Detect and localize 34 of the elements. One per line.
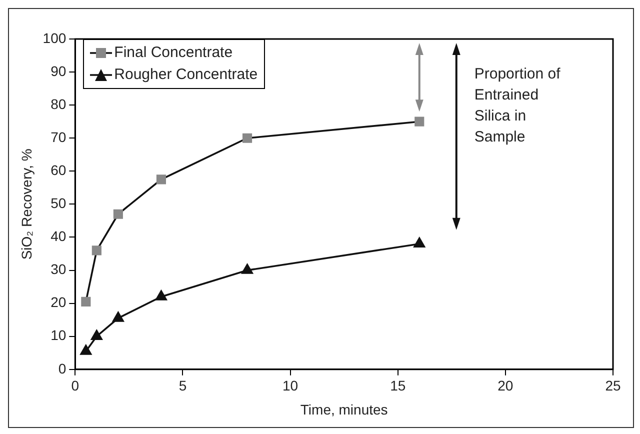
point — [414, 116, 424, 126]
x-tick-label: 25 — [605, 378, 621, 394]
point — [81, 296, 91, 306]
point — [92, 246, 102, 256]
point — [112, 312, 124, 322]
annotation: Proportion of Entrained Silica in Sample — [474, 66, 562, 146]
y-tick-label: 30 — [50, 261, 66, 278]
y-tick-label: 0 — [58, 360, 66, 376]
legend-label: Final Concentrate — [114, 43, 233, 63]
y-tick-label: 70 — [50, 128, 66, 145]
y-tick-label: 60 — [50, 162, 66, 178]
y-tick-label: 90 — [50, 62, 66, 79]
y-tick-label: 50 — [50, 195, 66, 212]
y-axis-title: SiO₂ Recovery, % — [18, 148, 34, 260]
y-tick-label: 100 — [42, 30, 66, 46]
point — [91, 330, 102, 340]
point — [156, 290, 167, 300]
y-tick-label: 10 — [50, 327, 66, 344]
point — [80, 344, 92, 355]
x-tick-label: 0 — [71, 378, 80, 394]
y-tick-label: 40 — [50, 228, 66, 244]
point — [113, 209, 123, 219]
point — [414, 237, 426, 248]
y-tick-label: 80 — [50, 96, 66, 112]
x-axis-title: Time, minutes — [300, 401, 388, 418]
x-tick-label: 10 — [282, 378, 298, 394]
legend-label: Rougher Concentrate — [114, 65, 258, 85]
x-tick-label: 5 — [178, 378, 187, 394]
point — [242, 133, 252, 143]
y-tick-label: 20 — [50, 294, 66, 310]
point — [242, 264, 253, 274]
point — [156, 174, 166, 184]
x-tick-label: 20 — [498, 378, 514, 394]
x-tick-label: 15 — [390, 378, 406, 394]
